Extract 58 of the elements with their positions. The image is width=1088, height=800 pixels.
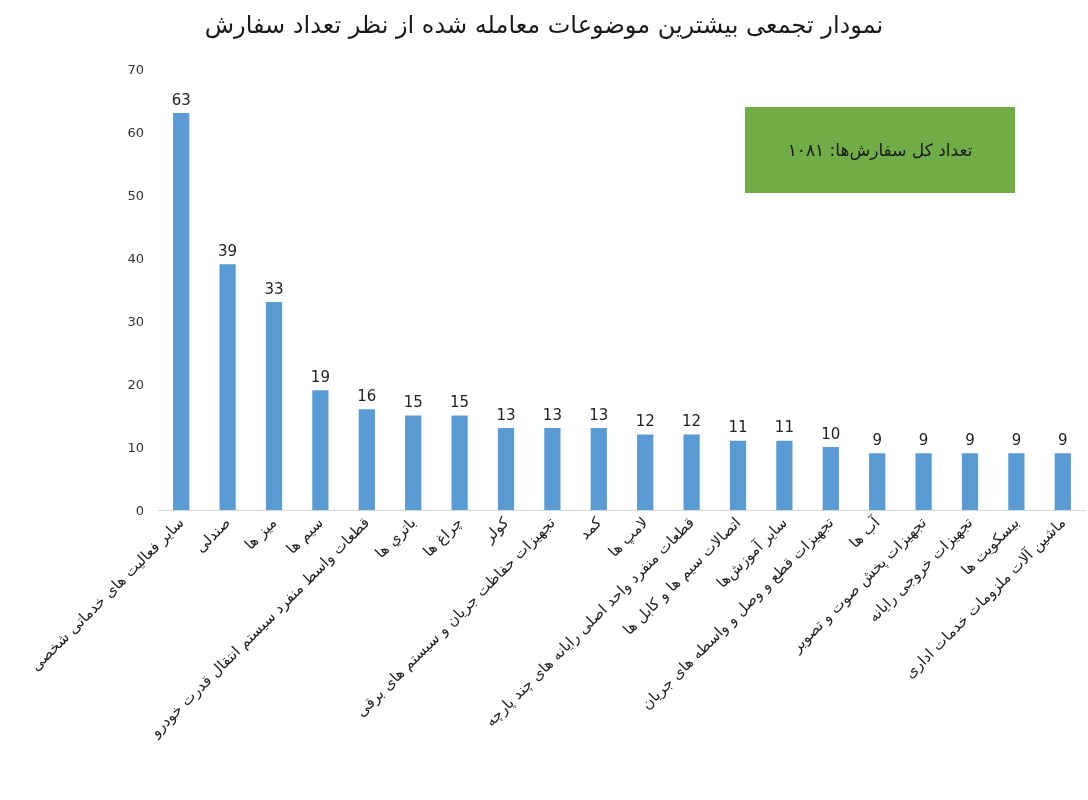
bar [405,415,422,510]
x-tick-label: باتري ها [371,513,421,563]
bar [637,434,654,510]
data-label: 16 [357,386,377,405]
bar [729,440,747,510]
y-tick-label: 40 [127,250,144,266]
data-label: 19 [310,367,330,386]
data-label: 13 [589,405,609,424]
y-tick-label: 30 [127,313,144,329]
data-label: 63 [171,90,191,109]
data-label: 9 [918,430,929,449]
x-tick-label: چراغ ها [419,513,466,561]
data-label: 12 [682,411,702,430]
y-tick-label: 50 [127,187,144,203]
data-label: 9 [1058,430,1068,449]
bar [312,390,329,510]
data-label: 13 [542,405,562,424]
data-label: 9 [872,430,882,449]
data-label: 33 [264,279,284,298]
x-tick-label: میز ها [240,513,281,554]
data-label: 11 [728,418,748,437]
bar [544,428,561,510]
data-label: 10 [821,424,841,443]
data-label: 9 [1011,430,1022,449]
data-label: 9 [965,430,975,449]
x-tick-label: کمد [575,513,606,544]
bar [497,428,515,510]
data-label: 13 [496,405,516,424]
bar [358,409,375,510]
bar [961,453,979,510]
chart-title: نمودار تجمعی بیشترین موضوعات معامله شده از نظر تعداد سفارش [204,11,884,39]
x-tick-label: آب ها [845,513,885,552]
bar [1054,453,1071,510]
data-label: 15 [450,393,470,411]
bar [776,440,793,510]
y-tick-label: 20 [127,376,144,392]
bar [265,302,283,510]
data-label: 12 [635,411,655,430]
bar [869,453,886,510]
x-tick-label: صندلی [191,513,234,557]
y-tick-label: 0 [135,502,144,518]
bar [451,415,468,510]
bar [915,453,932,510]
x-tick-label: کولر [479,513,513,547]
bar [590,428,607,510]
bar [822,447,839,510]
x-tick-label: لامپ ها [604,513,653,562]
x-tick-label: سیم ها [282,513,327,558]
data-label: 39 [218,241,238,260]
data-label: 11 [774,418,794,437]
data-label: 15 [403,393,423,411]
bar [173,113,190,510]
bar [219,264,236,510]
y-tick-label: 60 [127,124,144,140]
bar [683,434,700,510]
bar [1008,453,1025,510]
y-tick-label: 70 [127,61,144,77]
y-tick-label: 10 [127,439,144,455]
